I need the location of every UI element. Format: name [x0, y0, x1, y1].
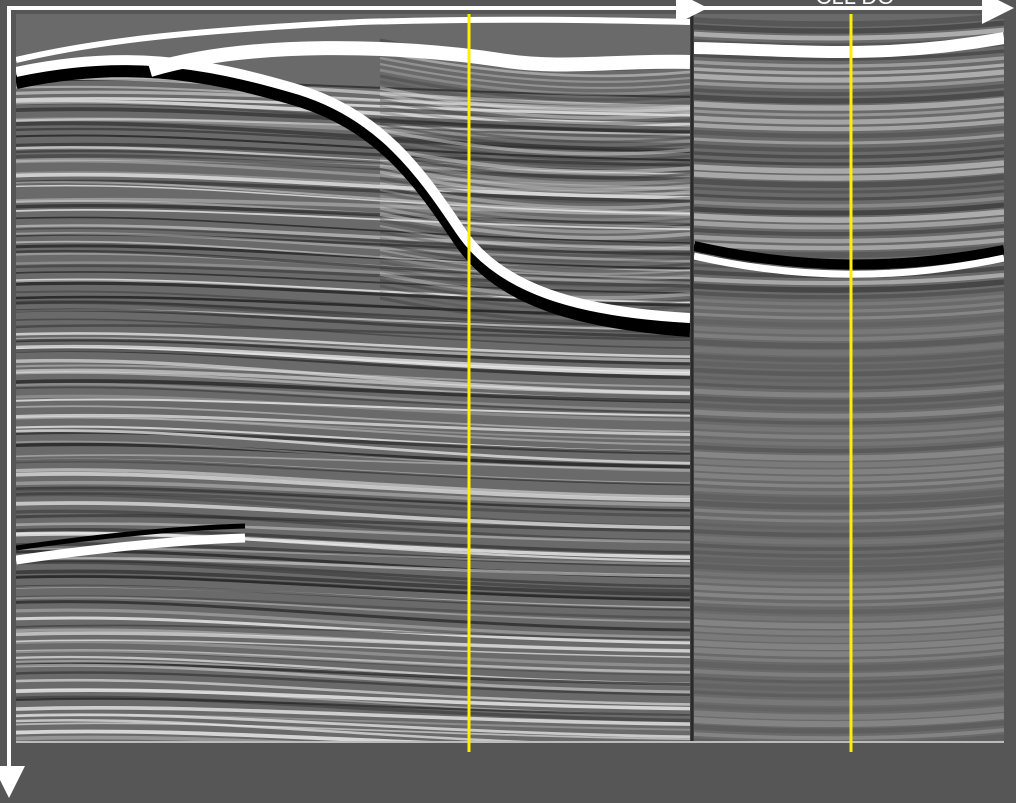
seismic-view: CLL DO [0, 0, 1016, 803]
span-label: CLL DO [816, 0, 895, 9]
